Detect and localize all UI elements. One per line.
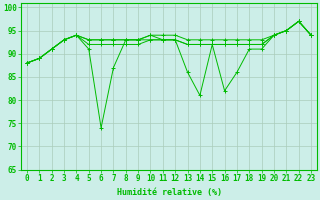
X-axis label: Humidité relative (%): Humidité relative (%) <box>116 188 221 197</box>
